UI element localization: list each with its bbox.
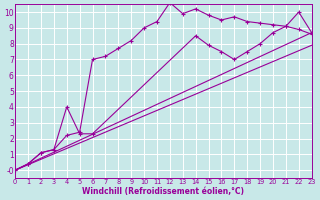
X-axis label: Windchill (Refroidissement éolien,°C): Windchill (Refroidissement éolien,°C) (83, 187, 244, 196)
